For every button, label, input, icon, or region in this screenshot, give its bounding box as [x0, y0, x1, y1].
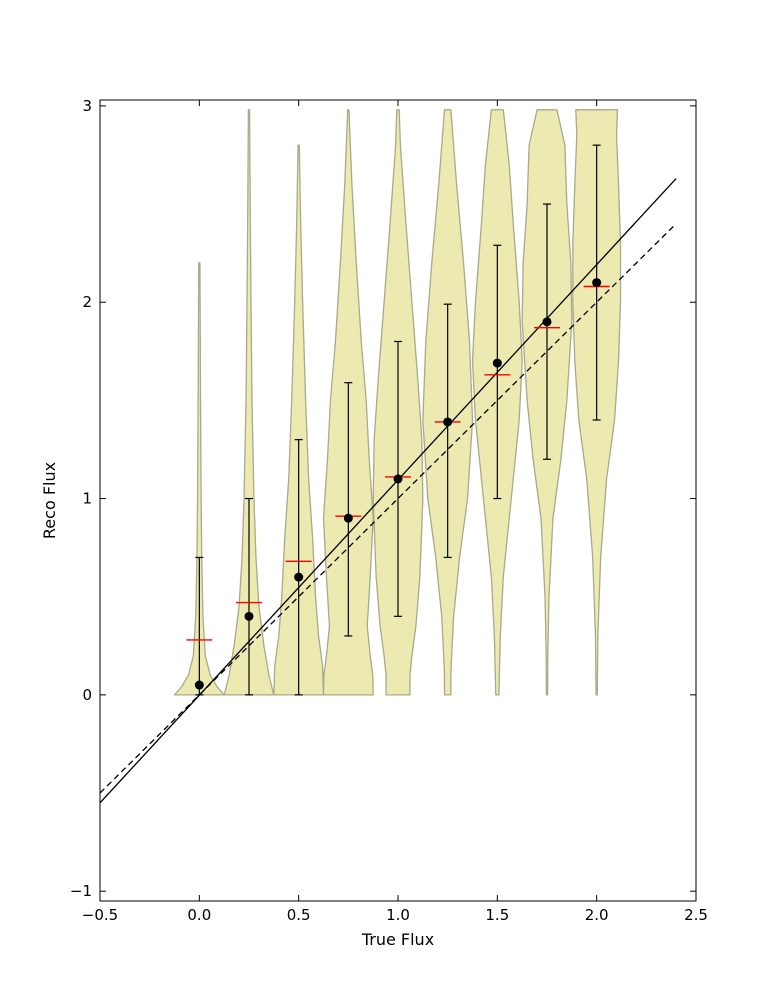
mean-marker-3 [343, 513, 353, 523]
y-axis-label: Reco Flux [40, 462, 59, 539]
identity-line [99, 223, 677, 794]
marker-group [186, 278, 610, 690]
mean-marker-5 [443, 417, 453, 427]
mean-marker-2 [294, 572, 304, 582]
mean-marker-8 [592, 278, 602, 288]
y-tick-label-4: 3 [82, 97, 92, 115]
y-tick-label-3: 2 [82, 293, 92, 311]
violin-1 [223, 109, 275, 696]
violin-0 [173, 262, 225, 696]
mean-marker-7 [542, 317, 552, 327]
x-tick-label-3: 1.0 [386, 906, 410, 924]
x-tick-label-6: 2.5 [684, 906, 708, 924]
x-axis-label: True Flux [361, 930, 434, 949]
tick-group: −0.5 0.0 0.5 1.0 1.5 2.0 2.5 −1 0 1 2 3 [70, 97, 708, 924]
mean-marker-4 [393, 474, 403, 484]
x-tick-label-0: −0.5 [82, 906, 118, 924]
y-tick-label-0: −1 [70, 882, 92, 900]
mean-marker-1 [244, 611, 254, 621]
mean-marker-6 [492, 358, 502, 368]
y-tick-label-1: 0 [82, 686, 92, 704]
y-tick-label-2: 1 [82, 490, 92, 508]
mean-marker-0 [194, 680, 204, 690]
violin-2 [273, 144, 325, 696]
x-tick-label-1: 0.0 [187, 906, 211, 924]
x-tick-label-4: 1.5 [485, 906, 509, 924]
line-group [99, 178, 677, 804]
x-tick-label-2: 0.5 [287, 906, 311, 924]
x-tick-label-5: 2.0 [585, 906, 609, 924]
